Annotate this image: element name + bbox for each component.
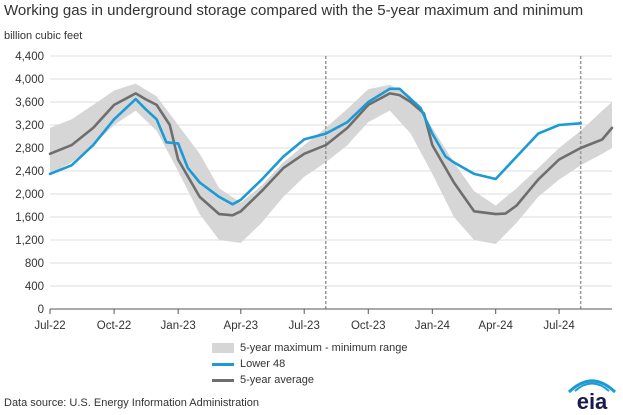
y-tick-label: 0 (38, 304, 44, 316)
y-tick-label: 1,600 (15, 212, 44, 224)
x-tick-label: Oct-23 (351, 320, 386, 332)
x-tick-label: Jan-24 (415, 320, 451, 332)
y-tick-label: 2,400 (15, 166, 44, 178)
legend-label-average: 5-year average (240, 374, 314, 386)
series-line-5yr-average (48, 92, 614, 217)
legend-label-range: 5-year maximum - minimum range (240, 342, 408, 354)
y-tick-label: 2,000 (15, 189, 44, 201)
legend-swatch-lower48 (212, 362, 234, 366)
x-tick-label: Jul-22 (34, 320, 65, 332)
y-tick-label: 3,600 (15, 97, 44, 109)
y-axis-unit-label: billion cubic feet (4, 30, 83, 42)
series-line-lower48 (48, 87, 582, 206)
data-source-note: Data source: U.S. Energy Information Adm… (4, 397, 259, 409)
x-tick-label: Apr-23 (224, 320, 259, 332)
legend-swatch-average (212, 378, 234, 382)
legend-swatch-range (212, 343, 234, 353)
x-tick-label: Jul-23 (289, 320, 320, 332)
y-tick-label: 4,000 (15, 74, 44, 86)
y-tick-label: 1,200 (15, 235, 44, 247)
y-tick-label: 3,200 (15, 120, 44, 132)
legend-label-lower48: Lower 48 (240, 358, 286, 370)
chart-legend: 5-year maximum - minimum range Lower 48 … (212, 340, 407, 388)
y-tick-label: 2,800 (15, 143, 44, 155)
grid-layer (50, 55, 612, 287)
legend-item-average: 5-year average (212, 372, 407, 388)
y-tick-label: 4,400 (15, 51, 44, 63)
eia-logo-text: eia (577, 389, 608, 412)
x-tick-label: Jul-24 (543, 320, 575, 332)
reference-lines-layer (325, 56, 582, 309)
legend-item-range: 5-year maximum - minimum range (212, 340, 407, 356)
band-layer (50, 83, 612, 244)
eia-logo-icon: eia (567, 379, 617, 412)
chart-title: Working gas in underground storage compa… (4, 2, 584, 19)
range-band (50, 83, 612, 244)
y-tick-label: 400 (25, 281, 44, 293)
x-tick-label: Apr-24 (478, 320, 513, 332)
series-lines-layer (48, 87, 614, 217)
x-tick-label: Jan-23 (161, 320, 196, 332)
legend-item-lower48: Lower 48 (212, 356, 407, 372)
y-tick-label: 800 (25, 258, 44, 270)
axis-layer: 0 400 800 1,200 1,600 2,000 2,400 2,800 3,200 3,6… (15, 51, 612, 332)
x-tick-label: Oct-22 (97, 320, 132, 332)
